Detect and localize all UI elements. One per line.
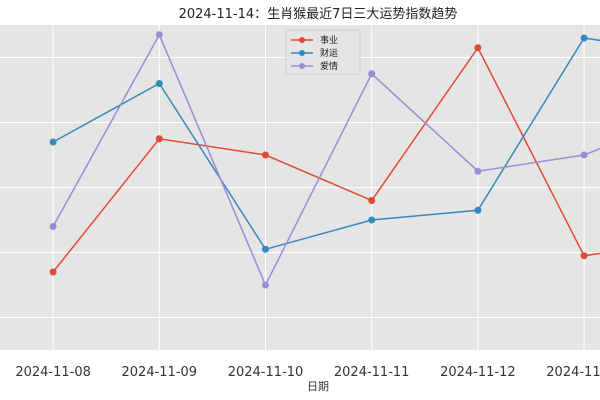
data-point <box>155 135 163 143</box>
x-tick-label: 2024-11-09 <box>122 365 198 380</box>
x-tick-label: 2024-11-10 <box>228 365 304 380</box>
data-point <box>155 80 163 87</box>
x-axis-label: 日期 <box>307 380 329 393</box>
legend-swatch-marker <box>299 37 305 43</box>
data-point <box>580 34 588 42</box>
legend-swatch-marker <box>299 50 305 56</box>
x-tick-labels: 2024-11-08 2024-11-09 2024-11-10 2024-11-11… <box>15 365 600 380</box>
legend-label: 爱情 <box>320 60 338 72</box>
legend-label: 事业 <box>320 34 338 46</box>
data-point <box>580 151 588 159</box>
data-point <box>368 70 376 78</box>
data-point <box>155 31 163 39</box>
x-tick-label: 2024-11-11 <box>334 365 410 380</box>
data-point <box>261 245 269 253</box>
data-point <box>474 167 482 175</box>
data-point <box>49 138 57 146</box>
series-points <box>49 31 588 289</box>
legend-label: 财运 <box>320 47 338 59</box>
data-point <box>368 197 376 204</box>
data-point <box>49 223 57 230</box>
x-tick-label: 2024-11-13 <box>546 365 600 380</box>
x-tick-label: 2024-11-12 <box>440 365 516 380</box>
x-tick-label: 2024-11-08 <box>15 365 91 380</box>
data-point <box>474 44 482 52</box>
data-point <box>368 216 376 224</box>
legend-swatch-marker <box>299 63 305 69</box>
chart-title: 2024-11-14：生肖猴最近7日三大运势指数趋势 <box>179 6 458 22</box>
data-point <box>261 151 269 159</box>
data-point <box>49 268 57 276</box>
data-point <box>474 206 482 214</box>
data-point <box>580 252 588 260</box>
data-point <box>261 281 269 289</box>
